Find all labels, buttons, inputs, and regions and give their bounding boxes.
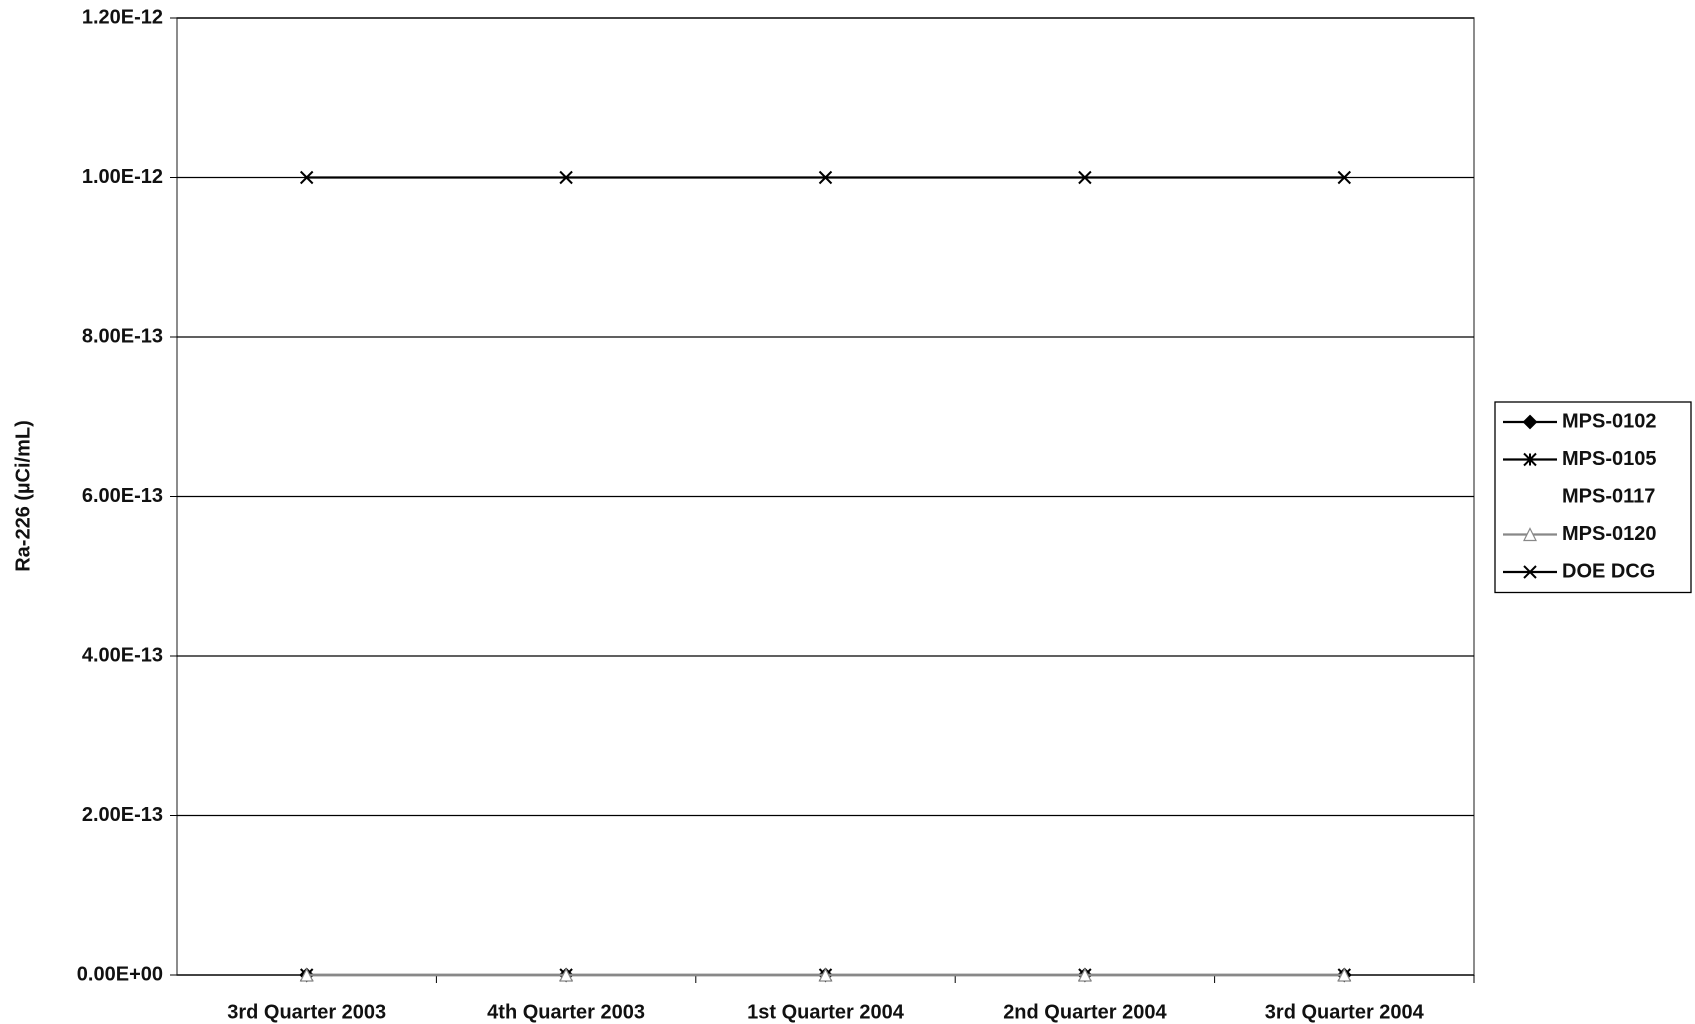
y-tick-label: 2.00E-13	[82, 804, 163, 826]
marker	[1077, 967, 1092, 982]
y-tick-label: 4.00E-13	[82, 644, 163, 666]
marker	[1337, 170, 1352, 185]
marker	[559, 170, 573, 185]
x-tick-label: 3rd Quarter 2004	[1265, 1001, 1425, 1023]
y-axis-label: Ra-226 (µCi/mL)	[12, 420, 34, 572]
legend-label: MPS-0120	[1562, 523, 1657, 545]
legend-label: MPS-0105	[1562, 448, 1657, 470]
marker	[299, 967, 314, 982]
marker	[1337, 967, 1352, 982]
marker	[818, 967, 833, 982]
legend-label: MPS-0117	[1562, 485, 1655, 507]
x-tick-label: 1st Quarter 2004	[747, 1001, 905, 1023]
legend-marker	[1523, 565, 1537, 579]
legend-label: DOE DCG	[1562, 560, 1655, 582]
y-tick-label: 0.00E+00	[77, 963, 163, 985]
y-tick-label: 8.00E-13	[82, 325, 163, 347]
legend-label: MPS-0102	[1562, 410, 1657, 432]
marker	[1078, 170, 1092, 185]
marker	[299, 170, 314, 185]
marker	[559, 967, 574, 982]
legend-box	[1494, 401, 1692, 594]
x-tick-label: 4th Quarter 2003	[487, 1001, 645, 1023]
legend-marker	[1522, 414, 1538, 430]
x-tick-label: 2nd Quarter 2004	[1003, 1001, 1167, 1023]
y-tick-label: 6.00E-13	[82, 485, 163, 507]
legend-marker	[1523, 452, 1537, 467]
y-tick-label: 1.00E-12	[82, 166, 163, 188]
x-tick-label: 3rd Quarter 2003	[227, 1001, 386, 1023]
y-tick-label: 1.20E-12	[82, 6, 163, 28]
legend-marker	[1523, 527, 1537, 542]
marker	[818, 170, 833, 185]
